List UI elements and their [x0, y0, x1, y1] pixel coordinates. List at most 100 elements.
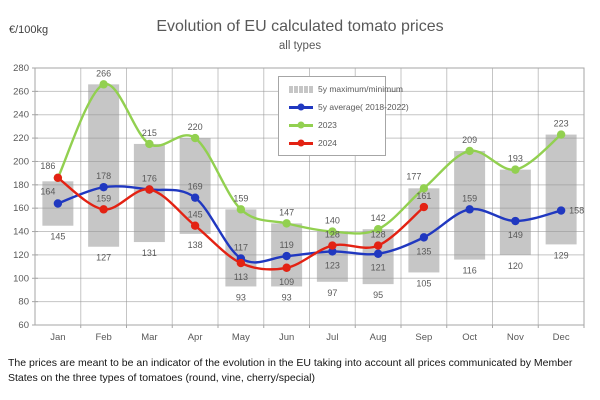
legend-item-range: 5y maximum/minimum: [289, 84, 403, 94]
x-tick-label: Oct: [462, 332, 477, 343]
value-label: 159: [96, 193, 111, 203]
x-tick-label: Jan: [50, 332, 65, 343]
x-tick-label: Jun: [279, 332, 294, 343]
series-marker-5y-average-2018-2022-: [419, 233, 429, 242]
series-marker-2023: [282, 219, 291, 228]
value-label: 164: [40, 187, 55, 197]
series-marker-2024: [328, 241, 337, 250]
bar-min-label: 105: [416, 278, 431, 288]
x-tick-label: Feb: [95, 332, 111, 343]
series-marker-5y-average-2018-2022-: [556, 206, 566, 215]
series-marker-2024: [282, 263, 291, 272]
y-tick-label: 120: [13, 250, 29, 261]
value-label: 142: [371, 213, 386, 223]
y-axis-unit-label: €/100kg: [9, 24, 49, 36]
value-label: 159: [233, 193, 248, 203]
series-marker-5y-average-2018-2022-: [328, 247, 337, 256]
value-label: 121: [371, 263, 386, 273]
chart-legend: 5y maximum/minimum 5y average( 2018-2022…: [278, 76, 409, 156]
bar-min-label: 116: [462, 266, 476, 276]
legend-label: 2023: [318, 120, 337, 130]
range-bar-dec: [545, 134, 577, 245]
x-tick-label: Nov: [507, 332, 524, 343]
chart-subtitle: all types: [278, 40, 322, 52]
bar-min-label: 138: [188, 240, 203, 250]
y-tick-label: 140: [13, 227, 29, 238]
y-tick-label: 80: [18, 297, 29, 308]
y-tick-label: 200: [13, 156, 29, 167]
series-marker-5y-average-2018-2022-: [99, 182, 108, 192]
value-label: 109: [279, 277, 294, 287]
value-label: 220: [188, 122, 203, 132]
footer-note: The prices are meant to be an indicator …: [8, 357, 573, 385]
legend-item-2024: 2024: [289, 138, 379, 148]
chart-title: Evolution of EU calculated tomato prices: [156, 18, 444, 35]
x-tick-label: Apr: [188, 332, 203, 343]
price-chart-plot: 60 80 100 120 140 160 180 200 220 240 260 280 Jan Feb…: [13, 63, 585, 343]
y-tick-label: 160: [13, 203, 29, 214]
value-label: 123: [325, 260, 340, 270]
series-marker-2024: [145, 185, 154, 194]
series-marker-2023: [373, 225, 383, 234]
series-marker-2024: [190, 221, 200, 230]
value-label: 176: [142, 173, 157, 183]
series-marker-5y-average-2018-2022-: [465, 205, 474, 214]
series-marker-2023: [236, 205, 246, 214]
bar-min-label: 120: [508, 261, 523, 271]
value-label: 113: [234, 272, 248, 282]
series-marker-2024: [236, 258, 246, 268]
y-tick-label: 60: [18, 320, 29, 331]
value-label: 128: [325, 230, 340, 240]
range-bar-jul: [316, 231, 348, 282]
series-marker-2023: [190, 133, 200, 143]
value-label: 119: [279, 240, 293, 250]
value-label: 149: [508, 230, 523, 240]
bar-min-label: 145: [50, 232, 65, 242]
range-bar-nov: [499, 169, 531, 255]
legend-item-average: 5y average( 2018-2022): [289, 102, 409, 112]
series-marker-2024: [419, 202, 429, 212]
bar-min-label: 93: [282, 292, 292, 302]
series-marker-2024: [373, 241, 383, 250]
x-tick-label: May: [232, 332, 250, 343]
series-marker-2023: [511, 165, 520, 174]
series-marker-5y-average-2018-2022-: [373, 249, 383, 258]
bar-min-label: 127: [96, 253, 111, 263]
value-label: 209: [462, 135, 477, 145]
bar-min-label: 131: [142, 248, 157, 258]
series-marker-2023: [556, 130, 566, 139]
legend-label: 5y maximum/minimum: [318, 84, 404, 94]
legend-item-2023: 2023: [289, 120, 379, 130]
series-marker-5y-average-2018-2022-: [282, 251, 291, 261]
y-tick-label: 240: [13, 110, 29, 121]
value-label: 177: [406, 171, 421, 181]
y-tick-label: 260: [13, 86, 29, 97]
range-bar-swatch-icon: [289, 85, 313, 93]
series-marker-2024: [53, 173, 63, 183]
range-bar-feb: [88, 84, 120, 247]
x-tick-label: Aug: [370, 332, 387, 343]
value-label: 193: [508, 154, 523, 164]
series-marker-5y-average-2018-2022-: [511, 216, 520, 226]
x-tick-label: Jul: [326, 332, 338, 343]
y-tick-label: 100: [13, 273, 29, 284]
bar-min-label: 97: [327, 288, 337, 298]
value-label: 158: [569, 206, 584, 216]
y-tick-label: 220: [13, 133, 29, 144]
value-label: 266: [96, 68, 111, 78]
series-marker-2023: [419, 184, 429, 193]
value-label: 159: [462, 193, 477, 203]
x-tick-label: Mar: [141, 332, 157, 343]
x-tick-label: Sep: [415, 332, 432, 343]
x-tick-label: Dec: [553, 332, 570, 343]
series-marker-2023: [328, 227, 337, 236]
value-label: 140: [325, 216, 340, 226]
series-marker-2023: [465, 146, 474, 156]
blue-line-swatch-icon: [289, 103, 313, 111]
y-tick-label: 180: [13, 180, 29, 191]
value-label: 161: [416, 191, 431, 201]
series-marker-5y-average-2018-2022-: [53, 199, 63, 208]
value-label: 186: [40, 161, 55, 171]
value-label: 169: [188, 182, 203, 192]
value-label: 178: [96, 171, 111, 181]
